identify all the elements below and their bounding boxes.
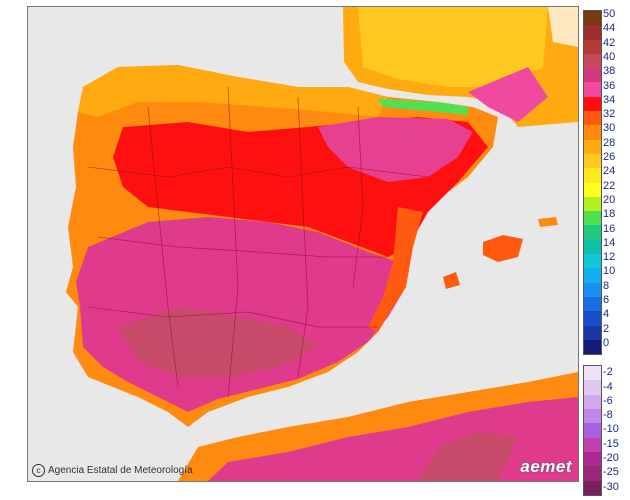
legend-label: 2 (603, 322, 610, 335)
ibiza (443, 272, 460, 289)
legend-swatch (584, 225, 601, 240)
legend-swatch (584, 282, 601, 297)
agency-credit: c Agencia Estatal de Meteorología (32, 464, 193, 477)
mallorca (483, 235, 523, 262)
legend-swatch (584, 339, 601, 355)
legend-swatch (584, 25, 601, 40)
legend-swatch (584, 423, 601, 438)
legend-swatch (584, 211, 601, 226)
legend-swatch (584, 311, 601, 326)
legend-swatch (584, 82, 601, 97)
legend-negative-scale (583, 365, 602, 496)
legend-swatch (584, 239, 601, 255)
province-borders (87, 86, 429, 398)
legend-swatch (584, 168, 601, 183)
agency-credit-text: Agencia Estatal de Meteorología (48, 465, 193, 476)
legend-swatch (584, 182, 601, 197)
map-graphic (66, 7, 578, 481)
legend-swatch (584, 296, 601, 312)
legend-label: -10 (603, 423, 619, 436)
ebro-magenta (318, 117, 473, 182)
legend-label: -6 (603, 394, 613, 407)
legend-label: 30 (603, 122, 616, 135)
temperature-legend: 50 44 42 40 38 36 34 32 30 28 26 24 22 20 18 16 14 12 10 8 6… (583, 8, 630, 496)
legend-label: 34 (603, 93, 616, 106)
legend-label: 32 (603, 108, 616, 121)
legend-label: -2 (603, 366, 613, 379)
menorca (538, 217, 558, 227)
legend-label: 36 (603, 79, 616, 92)
legend-label: 22 (603, 179, 616, 192)
alps-cool (548, 7, 578, 47)
legend-swatch (584, 394, 601, 410)
legend-label: 10 (603, 265, 616, 278)
legend-swatch (584, 451, 601, 467)
legend-label: 0 (603, 336, 610, 349)
guadalquivir-hot (118, 307, 318, 377)
legend-label: 28 (603, 136, 616, 149)
atlas-cool (418, 432, 518, 481)
legend-label: 4 (603, 308, 610, 321)
legend-swatch (584, 53, 601, 69)
legend-label: 14 (603, 236, 616, 249)
legend-swatch (584, 409, 601, 424)
legend-label: 44 (603, 22, 616, 35)
legend-swatch (584, 254, 601, 269)
legend-label: 20 (603, 193, 616, 206)
legend-swatch (584, 268, 601, 283)
legend-swatch (584, 153, 601, 169)
levante-coast (368, 207, 423, 332)
legend-swatch (584, 39, 601, 54)
france-hot-south (468, 67, 548, 122)
legend-label: 8 (603, 279, 610, 292)
legend-swatch (584, 380, 601, 395)
legend-swatch (584, 125, 601, 140)
legend-swatch (584, 466, 601, 481)
france-interior (358, 7, 548, 87)
cantabrian-band (78, 65, 388, 117)
legend-swatch (584, 366, 601, 381)
legend-swatch (584, 437, 601, 452)
copyright-icon: c (32, 464, 45, 477)
legend-swatch (584, 96, 601, 112)
legend-label: 40 (603, 50, 616, 63)
legend-swatch (584, 139, 601, 154)
legend-positive-scale (583, 10, 602, 356)
aemet-logo: aemet (520, 457, 572, 476)
legend-label: -8 (603, 409, 613, 422)
legend-swatch (584, 480, 601, 495)
legend-label: 24 (603, 165, 616, 178)
temperature-map: c Agencia Estatal de Meteorología aemet (27, 6, 579, 482)
legend-label: 42 (603, 36, 616, 49)
legend-swatch (584, 111, 601, 126)
legend-label: -20 (603, 452, 619, 464)
legend-label: 18 (603, 208, 616, 221)
pyrenees-cool (378, 99, 468, 115)
legend-swatch (584, 196, 601, 212)
legend-label: 6 (603, 294, 610, 306)
legend-label: -4 (603, 380, 613, 393)
legend-label: -25 (603, 466, 619, 479)
legend-label: 26 (603, 151, 616, 163)
legend-label: 38 (603, 65, 616, 78)
legend-label: -30 (603, 480, 619, 493)
legend-label: 16 (603, 222, 616, 235)
legend-swatch (584, 68, 601, 83)
legend-swatch (584, 11, 601, 26)
legend-label: -15 (603, 437, 619, 450)
legend-label: 50 (603, 8, 616, 20)
legend-label: 12 (603, 251, 616, 264)
legend-swatch (584, 325, 601, 340)
